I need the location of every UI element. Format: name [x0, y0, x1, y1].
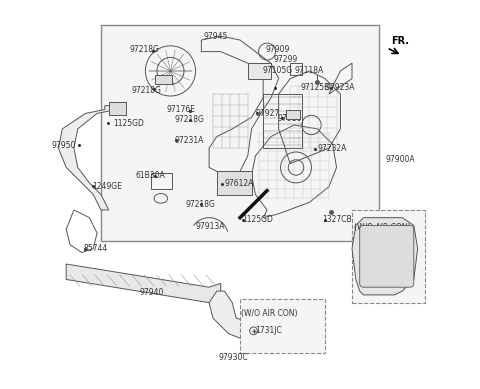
Bar — [287, 110, 300, 119]
Text: 97176E: 97176E — [167, 105, 196, 114]
Text: 1249GE: 1249GE — [93, 182, 122, 191]
Text: 97218G: 97218G — [130, 45, 160, 54]
Text: 97232A: 97232A — [317, 144, 347, 153]
Polygon shape — [209, 291, 255, 341]
Text: 97330A: 97330A — [372, 243, 402, 252]
FancyBboxPatch shape — [360, 225, 414, 287]
FancyBboxPatch shape — [240, 299, 325, 353]
Text: 97940: 97940 — [140, 289, 164, 298]
Bar — [155, 75, 172, 84]
Text: 97299: 97299 — [274, 55, 298, 64]
Polygon shape — [59, 106, 117, 210]
Text: 97923A: 97923A — [326, 83, 355, 93]
Text: 97118A: 97118A — [294, 67, 324, 75]
Text: 1125GD: 1125GD — [242, 215, 273, 224]
Text: 97930C: 97930C — [219, 353, 248, 362]
Text: FR.: FR. — [391, 36, 408, 46]
Text: 1327CB: 1327CB — [323, 215, 352, 224]
Bar — [263, 94, 302, 148]
Text: 1731JC: 1731JC — [255, 326, 282, 335]
Text: 97909: 97909 — [265, 45, 289, 54]
Text: 97916: 97916 — [277, 114, 301, 123]
Text: 97913A: 97913A — [195, 222, 225, 231]
FancyBboxPatch shape — [101, 25, 379, 241]
Bar — [151, 173, 172, 189]
Text: 97125B: 97125B — [300, 83, 329, 93]
Polygon shape — [352, 218, 418, 295]
FancyBboxPatch shape — [352, 210, 425, 303]
Text: 97218G: 97218G — [186, 200, 216, 209]
Text: 97105G: 97105G — [262, 66, 292, 75]
Bar — [290, 63, 302, 75]
Bar — [108, 102, 126, 115]
Text: 97231A: 97231A — [174, 136, 204, 145]
Text: 97950: 97950 — [51, 140, 76, 149]
Text: 61B30A: 61B30A — [136, 172, 166, 180]
Text: 97927: 97927 — [255, 109, 280, 118]
Text: 97945: 97945 — [204, 32, 228, 40]
Bar — [217, 171, 252, 194]
Text: 97612A: 97612A — [225, 179, 254, 188]
Text: 97218G: 97218G — [132, 86, 162, 95]
Text: 97900A: 97900A — [386, 155, 416, 164]
Text: 85744: 85744 — [84, 244, 108, 253]
Text: (W/O AIR CON): (W/O AIR CON) — [354, 223, 411, 232]
Text: 97218G: 97218G — [174, 115, 204, 124]
Text: (W/O AIR CON): (W/O AIR CON) — [241, 309, 297, 318]
Polygon shape — [66, 264, 221, 303]
Bar — [248, 63, 271, 79]
Text: 1125GD: 1125GD — [113, 119, 144, 128]
